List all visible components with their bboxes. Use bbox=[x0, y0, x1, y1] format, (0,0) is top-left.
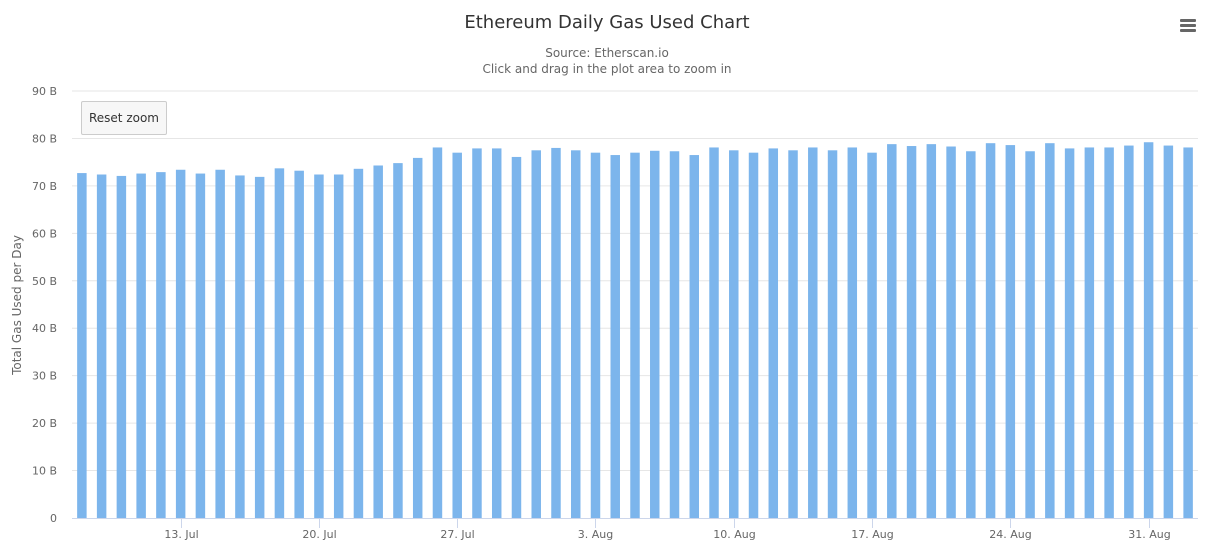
bar bbox=[985, 143, 996, 518]
bar bbox=[215, 169, 225, 518]
y-tick-label: 10 B bbox=[32, 465, 57, 478]
bar bbox=[373, 165, 383, 518]
bar bbox=[827, 150, 838, 519]
bar bbox=[748, 152, 759, 518]
x-tick-label: 13. Jul bbox=[164, 528, 198, 541]
bar bbox=[847, 147, 858, 518]
bar bbox=[452, 152, 462, 518]
axes: 0 10 B 20 B 30 B 40 B 50 B 60 B 70 B 80 B 90 B 13.… bbox=[32, 85, 1198, 541]
bar bbox=[333, 174, 344, 518]
y-tick-label: 70 B bbox=[32, 180, 57, 193]
bar bbox=[906, 146, 917, 518]
bar bbox=[808, 147, 818, 518]
bar bbox=[590, 152, 601, 518]
hamburger-menu-icon[interactable] bbox=[1174, 12, 1202, 40]
bar bbox=[136, 173, 146, 518]
bar bbox=[1005, 145, 1016, 518]
bar bbox=[1124, 145, 1134, 519]
bar bbox=[195, 173, 206, 518]
y-tick-label: 60 B bbox=[32, 227, 57, 240]
y-tick-label: 0 bbox=[50, 512, 57, 525]
x-tick-label: 3. Aug bbox=[578, 528, 613, 541]
bar bbox=[96, 174, 107, 518]
bar bbox=[709, 147, 719, 518]
bar bbox=[887, 144, 897, 519]
x-tick-label: 17. Aug bbox=[851, 528, 893, 541]
x-tick-label: 27. Jul bbox=[440, 528, 474, 541]
bar bbox=[1025, 151, 1035, 518]
bar bbox=[175, 169, 186, 518]
x-tick-label: 10. Aug bbox=[713, 528, 755, 541]
bar bbox=[1084, 147, 1095, 518]
bar bbox=[1045, 143, 1055, 518]
menu-bar bbox=[1180, 19, 1196, 22]
bar bbox=[689, 155, 700, 519]
y-tick-label: 80 B bbox=[32, 132, 57, 145]
y-tick-label: 50 B bbox=[32, 275, 57, 288]
bar bbox=[274, 168, 285, 518]
bar bbox=[393, 163, 403, 519]
bar bbox=[946, 146, 956, 518]
bar bbox=[432, 147, 443, 518]
bar bbox=[294, 170, 304, 518]
bar bbox=[156, 172, 166, 518]
chart-subtitle: Source: Etherscan.io Click and drag in t… bbox=[0, 45, 1214, 77]
reset-zoom-button[interactable]: Reset zoom bbox=[81, 101, 167, 135]
x-tick-label: 31. Aug bbox=[1128, 528, 1170, 541]
bar bbox=[531, 150, 541, 519]
bar bbox=[353, 168, 364, 518]
bar bbox=[768, 148, 779, 518]
y-axis-title: Total Gas Used per Day bbox=[10, 235, 24, 376]
bar bbox=[1104, 147, 1114, 518]
y-tick-label: 40 B bbox=[32, 322, 57, 335]
bar bbox=[491, 148, 502, 518]
x-tick-label: 24. Aug bbox=[989, 528, 1031, 541]
chart-source: Source: Etherscan.io bbox=[545, 46, 669, 60]
bar bbox=[314, 174, 324, 518]
bar bbox=[1143, 142, 1154, 519]
bar bbox=[511, 156, 522, 518]
bar bbox=[630, 152, 640, 518]
bar bbox=[650, 150, 660, 518]
bar bbox=[729, 150, 739, 519]
bar bbox=[867, 152, 877, 518]
y-tick-label: 90 B bbox=[32, 85, 57, 98]
bar bbox=[966, 151, 976, 518]
bar bbox=[412, 157, 423, 518]
bar bbox=[610, 155, 620, 519]
bar bbox=[235, 175, 245, 518]
bar bbox=[1064, 148, 1075, 518]
zoom-hint: Click and drag in the plot area to zoom … bbox=[482, 62, 732, 76]
y-tick-label: 20 B bbox=[32, 417, 57, 430]
chart-title: Ethereum Daily Gas Used Chart bbox=[464, 12, 750, 33]
bar-series bbox=[77, 142, 1193, 519]
y-tick-label: 30 B bbox=[32, 370, 57, 383]
bar bbox=[77, 173, 87, 518]
bar bbox=[254, 176, 265, 518]
bar bbox=[788, 150, 798, 519]
bar bbox=[1183, 147, 1193, 518]
bar bbox=[669, 151, 680, 518]
bar bbox=[926, 144, 937, 519]
bar bbox=[570, 150, 581, 519]
menu-bar bbox=[1180, 29, 1196, 32]
x-tick-label: 20. Jul bbox=[302, 528, 336, 541]
menu-bar bbox=[1180, 24, 1196, 27]
bar bbox=[1163, 145, 1174, 519]
bar bbox=[472, 148, 482, 518]
bar bbox=[116, 175, 127, 519]
bar bbox=[551, 147, 561, 518]
